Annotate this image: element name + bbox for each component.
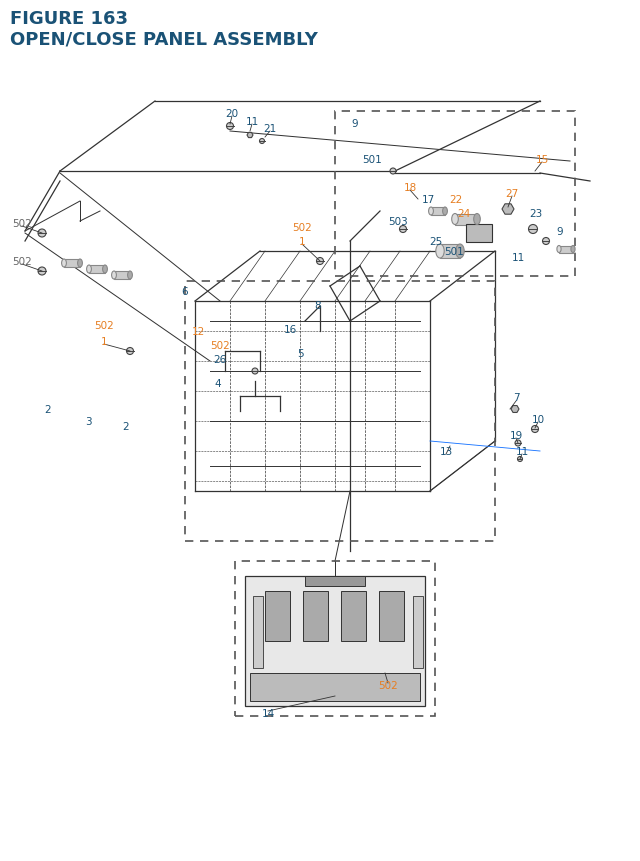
Bar (455, 214, 477, 226)
Text: 5: 5 (297, 349, 303, 358)
Text: 8: 8 (315, 300, 321, 311)
Text: 13: 13 (440, 447, 452, 456)
Bar (431, 208, 445, 216)
Bar (250, 673, 420, 701)
Circle shape (252, 369, 258, 375)
Text: 501: 501 (362, 155, 382, 164)
Ellipse shape (557, 246, 561, 253)
Bar (303, 592, 328, 641)
Text: 502: 502 (292, 223, 312, 232)
Circle shape (227, 123, 234, 130)
Ellipse shape (111, 272, 116, 280)
Text: 502: 502 (378, 680, 398, 691)
Text: 10: 10 (531, 414, 545, 424)
Text: 502: 502 (12, 257, 32, 267)
Circle shape (38, 230, 46, 238)
Circle shape (518, 457, 522, 462)
Circle shape (515, 441, 521, 447)
Text: 2: 2 (45, 405, 51, 414)
Ellipse shape (102, 266, 108, 274)
Ellipse shape (474, 214, 480, 226)
Circle shape (531, 426, 538, 433)
Text: 502: 502 (210, 341, 230, 350)
Text: 23: 23 (529, 208, 543, 219)
Ellipse shape (86, 266, 92, 274)
Text: 20: 20 (225, 108, 239, 119)
Bar (305, 576, 365, 586)
Circle shape (317, 258, 323, 265)
Ellipse shape (443, 208, 447, 216)
Circle shape (127, 348, 134, 355)
Text: 26: 26 (213, 355, 227, 364)
Polygon shape (247, 133, 253, 139)
Circle shape (38, 268, 46, 276)
Bar (466, 225, 492, 243)
Text: 16: 16 (284, 325, 296, 335)
Text: 9: 9 (352, 119, 358, 129)
Text: 502: 502 (12, 219, 32, 229)
Ellipse shape (429, 208, 433, 216)
Text: 15: 15 (536, 155, 548, 164)
Bar (379, 592, 404, 641)
Text: 27: 27 (506, 189, 518, 199)
Text: 11: 11 (511, 253, 525, 263)
Text: 503: 503 (388, 217, 408, 226)
Ellipse shape (77, 260, 83, 268)
Bar (253, 597, 263, 668)
Bar (64, 260, 80, 268)
Text: 6: 6 (182, 287, 188, 297)
Ellipse shape (127, 272, 132, 280)
Circle shape (529, 226, 538, 234)
Circle shape (543, 238, 550, 245)
Text: OPEN/CLOSE PANEL ASSEMBLY: OPEN/CLOSE PANEL ASSEMBLY (10, 30, 318, 48)
Ellipse shape (61, 260, 67, 268)
Bar (440, 245, 460, 258)
Text: 501: 501 (444, 247, 464, 257)
Bar (341, 592, 366, 641)
Text: 4: 4 (214, 379, 221, 388)
Ellipse shape (452, 214, 458, 226)
Text: 25: 25 (429, 237, 443, 247)
Ellipse shape (571, 246, 575, 253)
Text: FIGURE 163: FIGURE 163 (10, 10, 128, 28)
Text: 12: 12 (191, 326, 205, 337)
Polygon shape (511, 406, 519, 413)
Text: 19: 19 (509, 430, 523, 441)
Text: 2: 2 (123, 422, 129, 431)
Text: 24: 24 (458, 208, 470, 219)
Text: 11: 11 (515, 447, 529, 456)
Polygon shape (502, 205, 514, 215)
Text: 1: 1 (100, 337, 108, 347)
Text: 9: 9 (557, 226, 563, 237)
Circle shape (259, 139, 264, 145)
Circle shape (399, 226, 406, 233)
Text: 1: 1 (299, 237, 305, 247)
Bar (114, 272, 130, 280)
Text: 3: 3 (84, 417, 92, 426)
Text: 17: 17 (421, 195, 435, 205)
Text: 11: 11 (245, 117, 259, 127)
Text: 21: 21 (264, 124, 276, 133)
Ellipse shape (456, 245, 464, 258)
Text: 502: 502 (94, 320, 114, 331)
Bar (245, 576, 425, 706)
Text: 7: 7 (513, 393, 519, 403)
Ellipse shape (436, 245, 444, 258)
Text: 18: 18 (403, 183, 417, 193)
Bar (413, 597, 423, 668)
Bar (89, 266, 105, 274)
Bar (265, 592, 290, 641)
Bar (559, 246, 573, 253)
Text: 22: 22 (449, 195, 463, 205)
Circle shape (390, 169, 396, 175)
Text: 14: 14 (261, 709, 275, 718)
